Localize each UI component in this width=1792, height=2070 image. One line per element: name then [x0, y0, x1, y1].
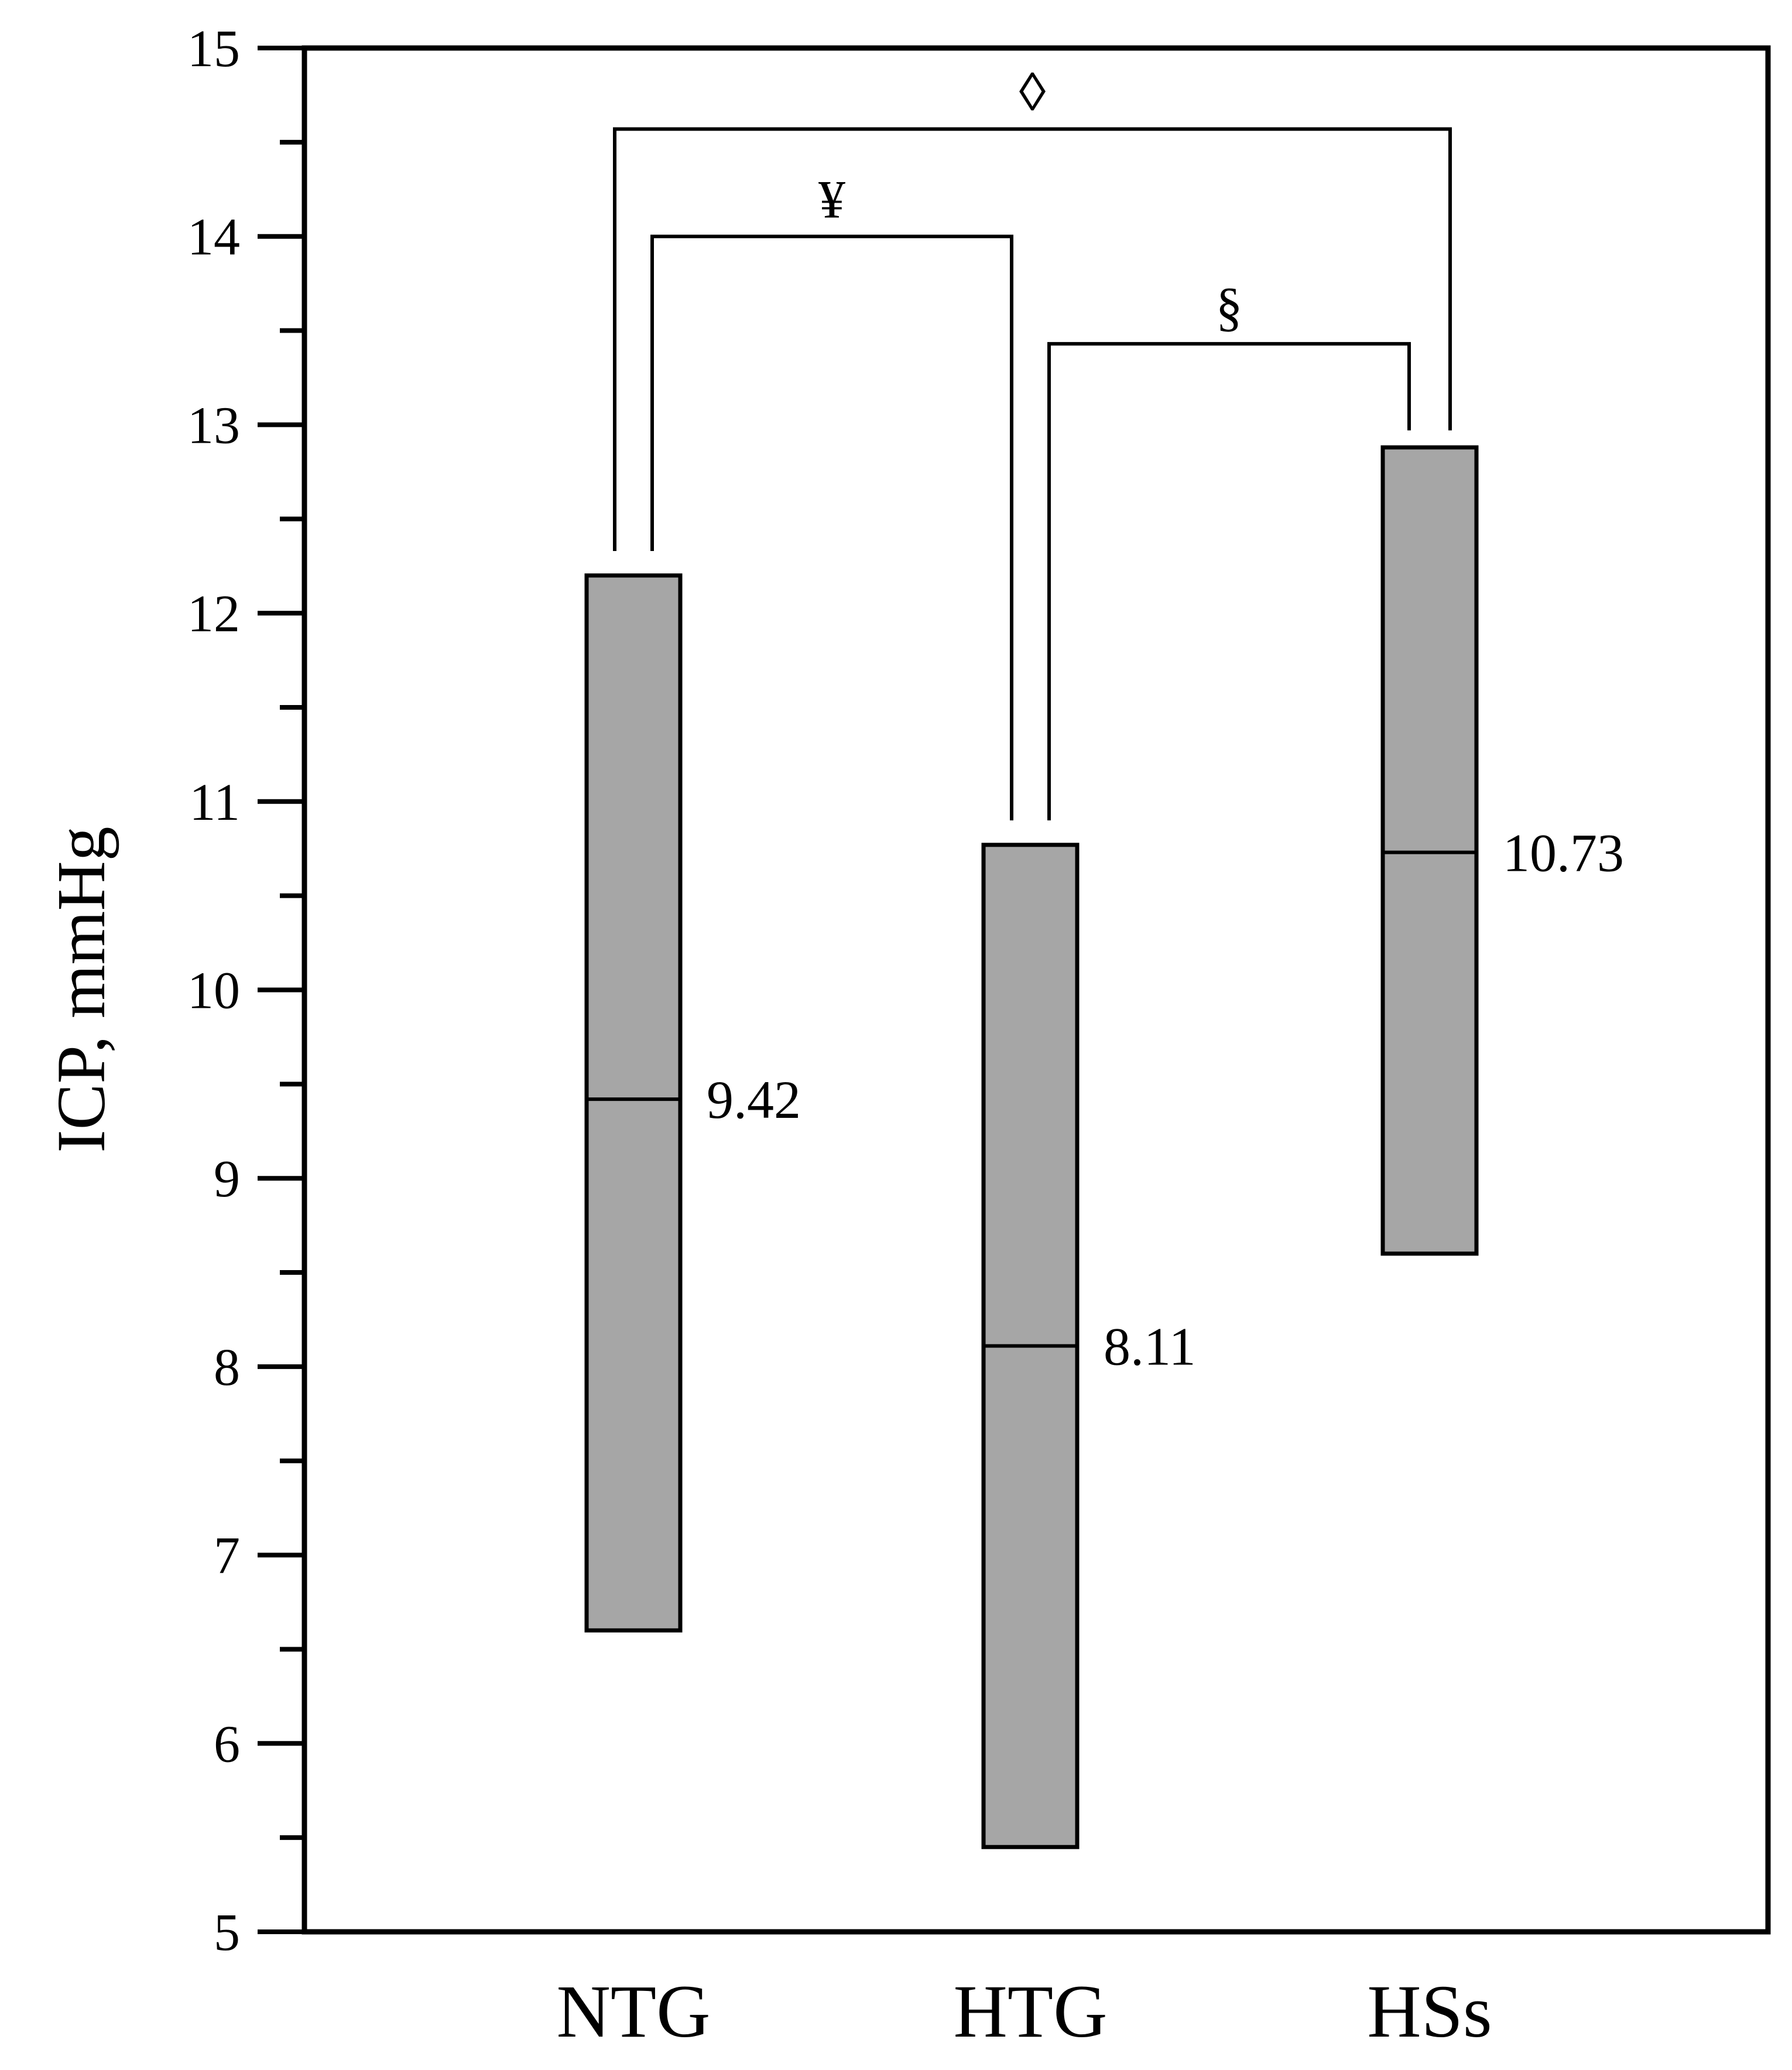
- median-label: 9.42: [707, 1070, 801, 1130]
- y-tick-label: 13: [187, 396, 240, 454]
- significance-bracket: [1047, 342, 1411, 820]
- y-tick-label: 14: [187, 208, 240, 266]
- x-category-label: NTG: [556, 1970, 710, 2053]
- y-tick-label: 8: [214, 1339, 240, 1397]
- median-label: 10.73: [1503, 823, 1624, 883]
- y-axis: 5 6 7 8 9 10 11 12 13 14 15: [187, 20, 304, 1962]
- significance-bracket: [650, 234, 1013, 820]
- y-axis-label: ICP, mmHg: [43, 826, 119, 1152]
- y-tick-label: 5: [214, 1904, 240, 1962]
- median-label: 8.11: [1104, 1317, 1196, 1377]
- y-tick-label: 10: [187, 962, 240, 1020]
- x-axis: NTG HTG HSs: [556, 1970, 1492, 2053]
- significance-bracket: [613, 127, 1452, 551]
- y-tick-label: 7: [214, 1527, 240, 1585]
- x-category-label: HTG: [953, 1970, 1107, 2053]
- x-category-label: HSs: [1367, 1970, 1492, 2053]
- y-tick-label: 9: [214, 1150, 240, 1208]
- box: [1380, 445, 1479, 1256]
- y-tick-label: 12: [187, 585, 240, 643]
- boxes: 9.42 8.11 10.73: [584, 445, 1624, 1849]
- y-tick-label: 15: [187, 20, 240, 78]
- significance-symbol: ¥: [818, 170, 845, 230]
- significance-symbol: ◊: [1019, 62, 1046, 122]
- box: [584, 573, 683, 1633]
- y-tick-label: 11: [189, 774, 240, 832]
- significance-brackets: ◊ ¥ §: [613, 62, 1452, 820]
- y-tick-label: 6: [214, 1715, 240, 1773]
- significance-symbol: §: [1216, 277, 1243, 337]
